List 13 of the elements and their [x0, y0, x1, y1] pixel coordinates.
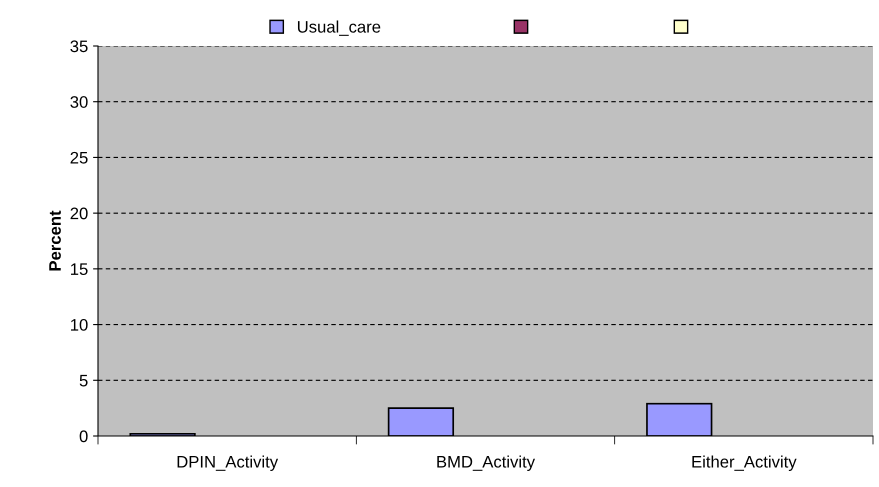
legend-label: Usual_care [298, 20, 380, 36]
x-tick-label: DPIN_Activity [178, 455, 278, 471]
y-tick-label: 0 [80, 430, 88, 442]
y-tick-label: 5 [80, 374, 88, 386]
y-tick-label: 10 [71, 318, 88, 331]
y-axis-title: Percent [49, 210, 61, 270]
y-tick-label: 25 [70, 152, 88, 164]
x-tick-label: Either_Activity [692, 455, 797, 471]
y-tick-label: 30 [70, 96, 88, 108]
y-tick-label: 15 [71, 263, 88, 276]
y-tick-label: 20 [70, 208, 88, 220]
y-tick-label: 35 [70, 40, 88, 52]
x-tick-label: BMD_Activity [437, 455, 536, 471]
